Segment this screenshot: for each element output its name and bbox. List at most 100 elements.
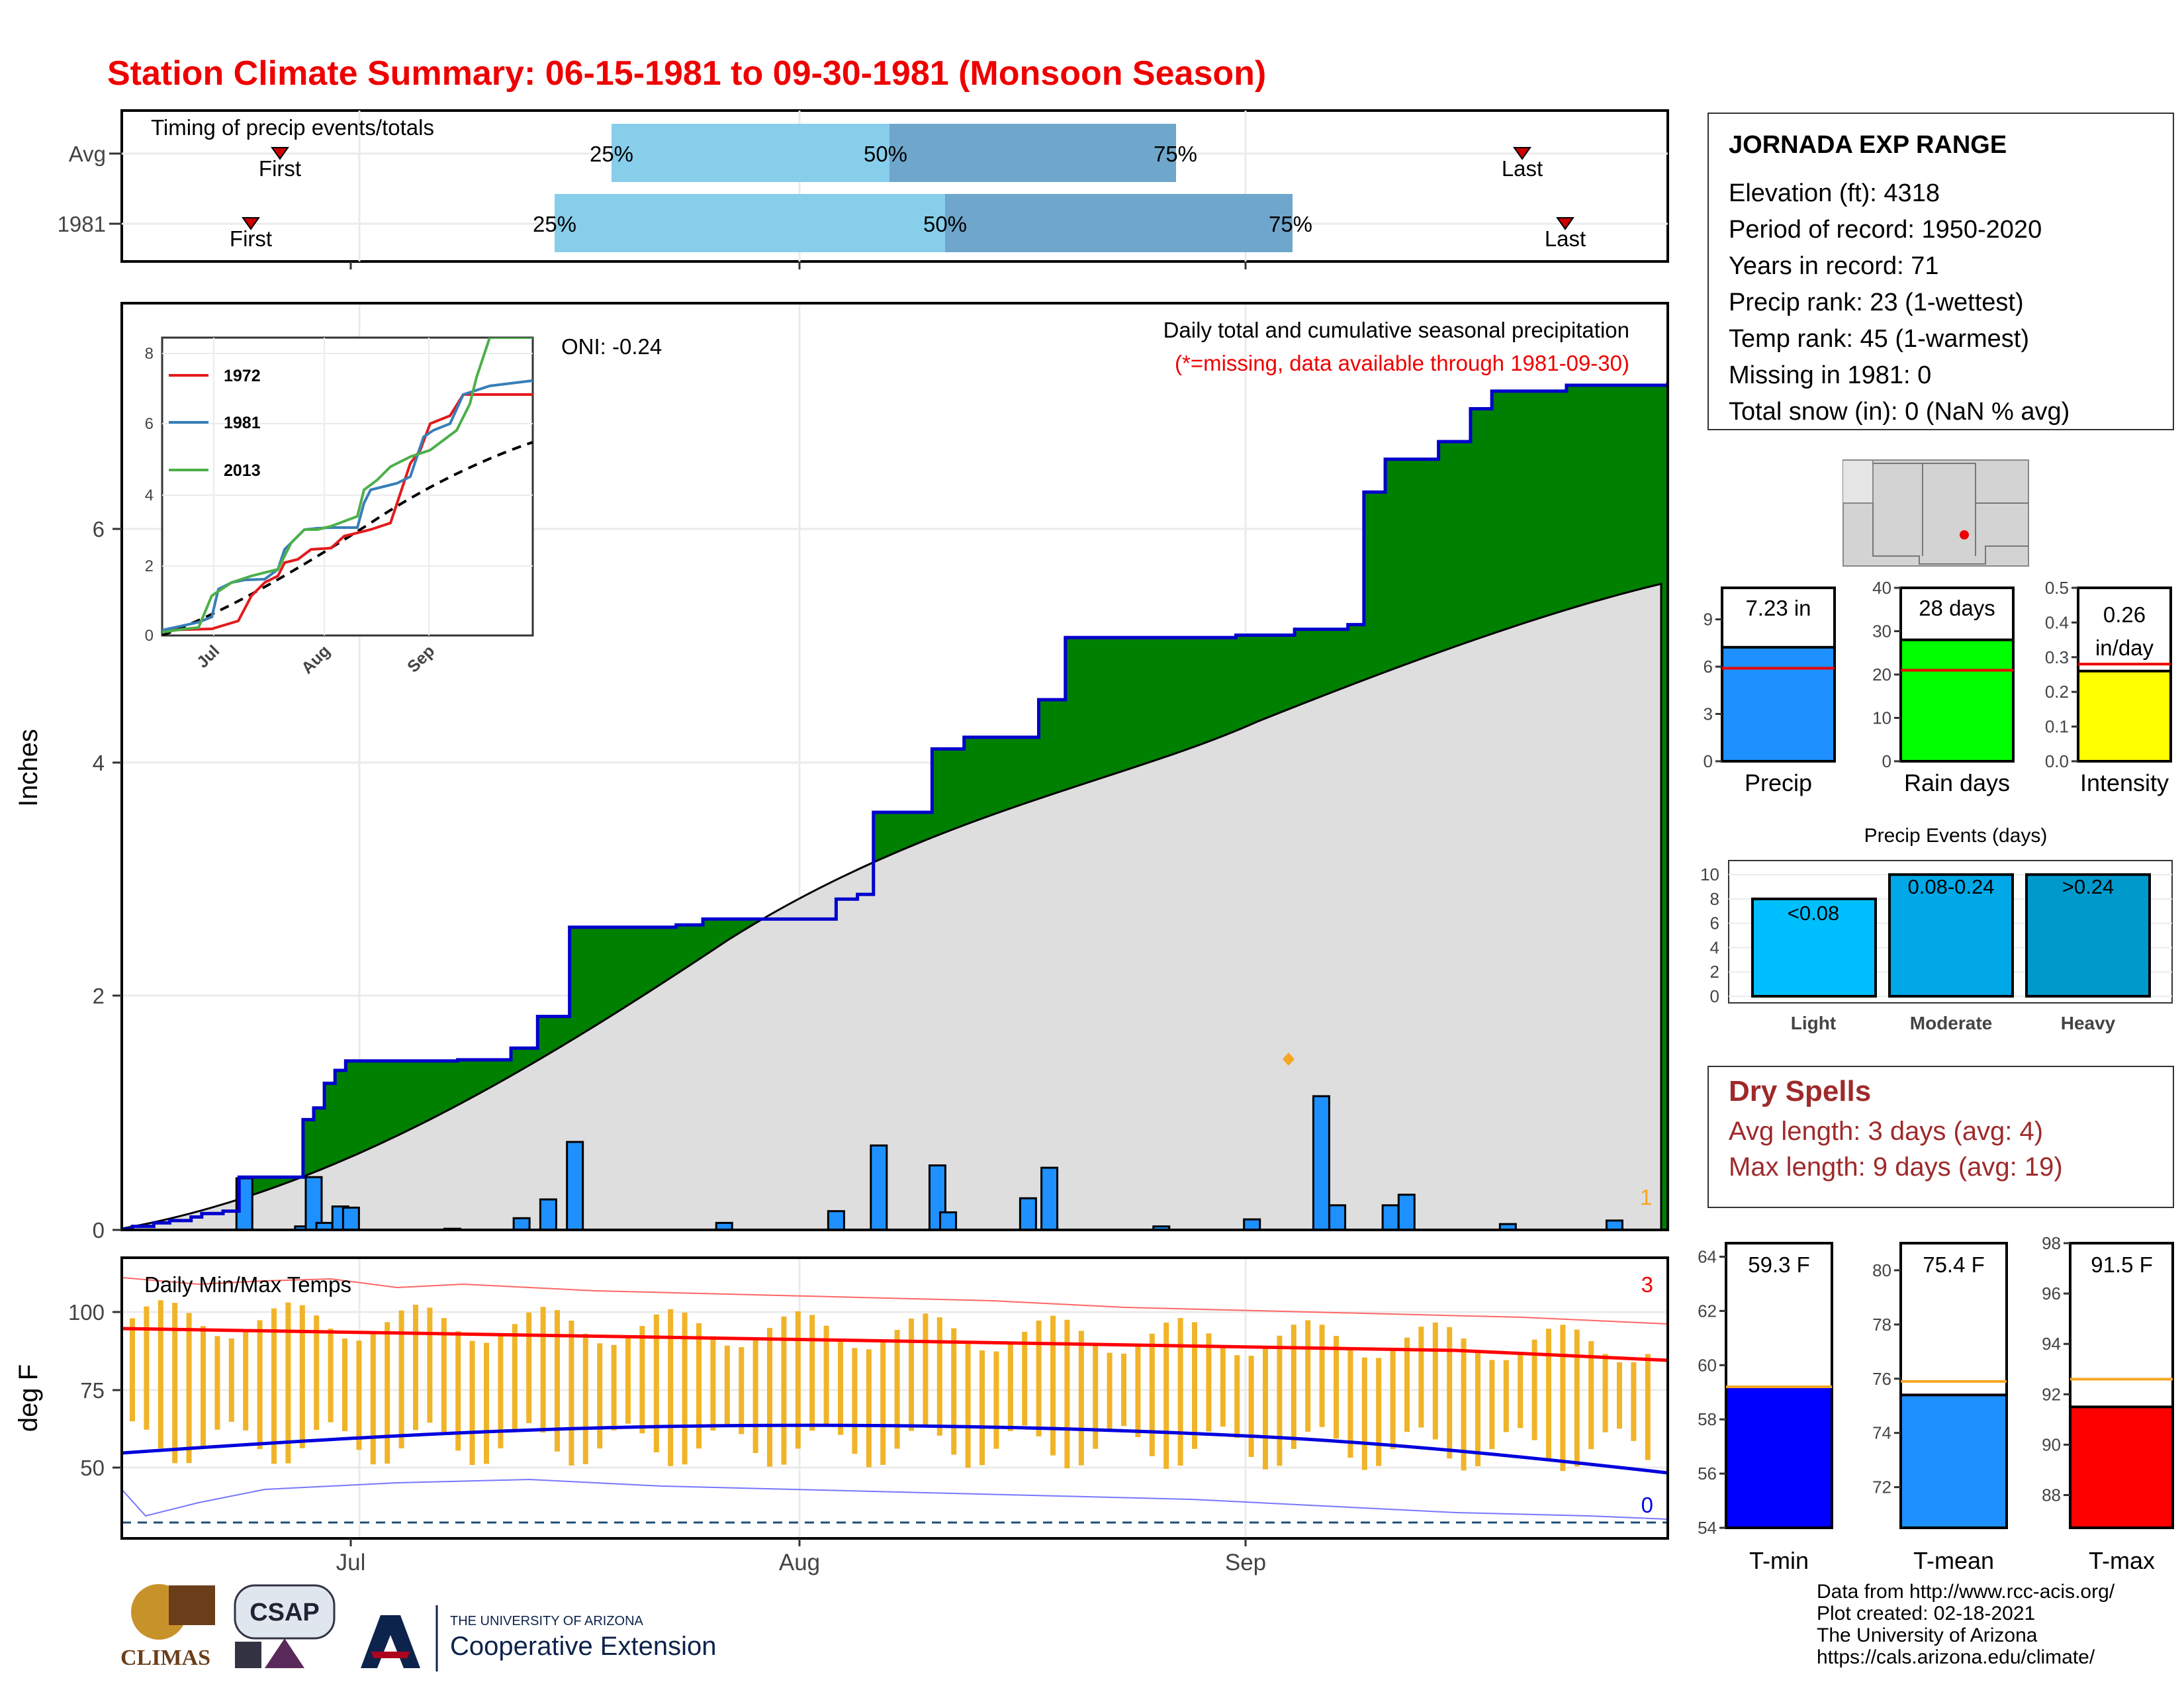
precip-ylabel: Inches [14, 729, 43, 807]
temp-range-bar [342, 1338, 347, 1431]
yr-last-marker [1556, 217, 1574, 230]
temp-range-bar [1447, 1327, 1453, 1459]
inset-legend-1972: 1972 [224, 367, 261, 385]
tmin-bar [1725, 1385, 1833, 1529]
temp-range-bar [144, 1306, 150, 1430]
inset-ytick-2: 2 [145, 557, 154, 575]
temp-range-bar [1546, 1329, 1551, 1460]
temp-range-bar [186, 1313, 192, 1464]
temp-range-bar [257, 1320, 263, 1450]
temp-range-bar [1404, 1337, 1410, 1432]
temp-range-bar [1277, 1335, 1283, 1466]
intensity-value: 0.26 [2103, 602, 2146, 627]
temp-range-bar [1177, 1318, 1183, 1466]
daily-precip-bar [566, 1141, 584, 1230]
bar-ytick: 64 [1698, 1246, 1717, 1266]
corner-count: 1 [1640, 1185, 1652, 1209]
temp-range-bar [696, 1323, 702, 1449]
tmean-label: T-mean [1913, 1547, 1994, 1574]
avg-last-label: Last [1502, 156, 1543, 181]
temp-range-bar [653, 1314, 659, 1452]
tmean-value: 75.4 F [1923, 1252, 1985, 1277]
climas-logo: CLIMAS [120, 1584, 215, 1670]
oni-label: ONI: -0.24 [561, 334, 662, 359]
temp-range-bar [201, 1326, 206, 1448]
temp-range-bar [1022, 1331, 1028, 1426]
svg-text:CSAP: CSAP [250, 1599, 320, 1626]
temp-range-bar [1489, 1360, 1495, 1450]
yr-p50-label: 50% [923, 212, 967, 236]
yr-p75-label: 75% [1269, 212, 1312, 236]
bar-ytick: 0.3 [2045, 647, 2069, 667]
station-location-dot [1960, 530, 1969, 539]
precip-caption: Daily total and cumulative seasonal prec… [1163, 318, 1629, 342]
temp-range-bar [314, 1315, 320, 1430]
intensity-bar-label: Intensity [2080, 769, 2169, 796]
temp-count-lo: 0 [1641, 1493, 1653, 1517]
pe-label-light: Light [1791, 1013, 1836, 1033]
daily-precip-bar [1328, 1204, 1347, 1230]
tmin-label: T-min [1749, 1547, 1809, 1574]
inset-legend-2013: 2013 [224, 461, 261, 480]
bar-ytick: 20 [1872, 665, 1891, 684]
bar-ytick: 96 [2042, 1284, 2061, 1303]
normal-max-line [122, 1327, 1668, 1362]
page-title: Station Climate Summary: 06-15-1981 to 0… [107, 54, 1266, 93]
precip-value: 7.23 in [1745, 596, 1811, 620]
temp-range-bar [540, 1307, 546, 1433]
tmax-bar [2069, 1405, 2174, 1530]
avg-first-label: First [259, 156, 301, 181]
cumulative-1981-line [122, 381, 1668, 1230]
temp-range-bar [1078, 1331, 1084, 1466]
daily-precip-bar [539, 1198, 557, 1230]
bar-ytick: 0.2 [2045, 682, 2069, 702]
bar-ytick: 3 [1704, 704, 1713, 724]
temp-range-bar [923, 1313, 929, 1425]
intensity-bar [2077, 669, 2172, 763]
timing-title: Timing of precip events/totals [151, 115, 434, 140]
temp-range-bar [639, 1326, 645, 1434]
precip-events-title: Precip Events (days) [1864, 825, 2048, 847]
ytick-6: 6 [93, 517, 105, 541]
temp-range-bar [1107, 1352, 1113, 1432]
credit-data-source: Data from http://www.rcc-acis.org/ [1817, 1581, 2115, 1603]
temp-range-bar [130, 1318, 135, 1422]
bar-ytick: 62 [1698, 1301, 1717, 1321]
temp-range-bar [611, 1344, 617, 1430]
temp-range-bar [597, 1343, 603, 1449]
temp-range-bar [710, 1336, 716, 1431]
bar-ytick: 40 [1872, 578, 1891, 598]
normal-cumulative-area [122, 583, 1662, 1230]
temp-panel: 100 75 50 deg F Daily Min/Max Temps 3 0 … [14, 1256, 1669, 1575]
temp-range-bar [1617, 1362, 1622, 1429]
temp-range-bar [781, 1316, 787, 1465]
pe-ytick: 4 [1710, 937, 1719, 957]
daily-precip-bar [1498, 1223, 1517, 1230]
temp-range-bar [767, 1328, 772, 1467]
bar-ytick: 30 [1872, 622, 1891, 641]
daily-precip-bar [1040, 1166, 1059, 1230]
temp-range-bar [498, 1336, 504, 1449]
bar-ytick: 76 [1872, 1369, 1891, 1389]
station-name: JORNADA EXP RANGE [1729, 131, 2007, 159]
temp-range-bar [1645, 1354, 1651, 1460]
daily-precip-bar [1243, 1218, 1261, 1230]
temp-range-bar [1602, 1354, 1608, 1432]
bar-ytick: 58 [1698, 1409, 1717, 1429]
temp-range-bar [271, 1308, 277, 1464]
station-period: Period of record: 1950-2020 [1729, 216, 2042, 244]
daily-precip-bar [1605, 1219, 1623, 1230]
precip-panel: 0 2 4 6 Inches Daily total and cumulativ… [14, 302, 1669, 1243]
temp-range-bar [1518, 1352, 1524, 1429]
yr-first-label: First [230, 226, 272, 251]
temp-range-bar [1121, 1353, 1126, 1427]
inset-normal-line [162, 441, 533, 635]
temp-range-bar [979, 1350, 985, 1466]
temp-range-bar [158, 1300, 163, 1448]
pe-inside-heavy: >0.24 [2062, 875, 2114, 898]
inset-legend-1981: 1981 [224, 414, 261, 432]
bar-ytick: 0.0 [2045, 751, 2069, 771]
bar-ytick: 98 [2042, 1233, 2061, 1253]
daily-precip-bar [870, 1144, 888, 1230]
